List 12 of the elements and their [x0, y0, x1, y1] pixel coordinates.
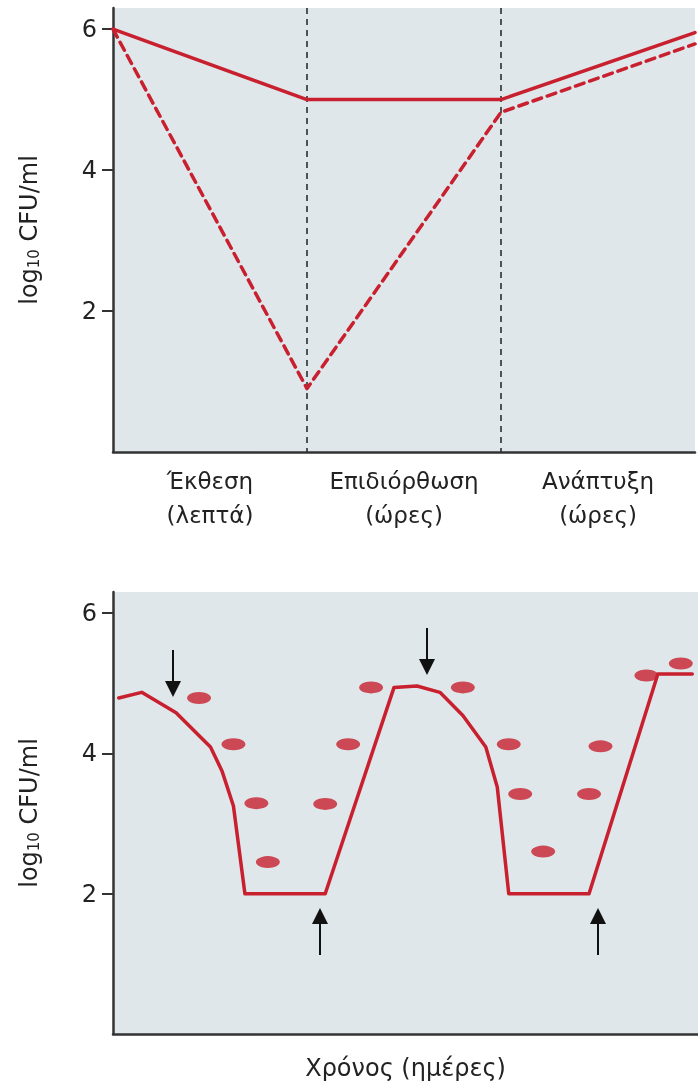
- x-tick-label: Έκθεση (λεπτά): [165, 468, 254, 528]
- x-axis-title: Χρόνος (ημέρες): [305, 1054, 506, 1082]
- y-axis-title: log10 CFU/ml: [15, 738, 43, 888]
- x-tick-label: Επιδιόρθωση (ώρες): [329, 468, 479, 528]
- y-tick-label: 2: [81, 879, 97, 908]
- x-tick-label: Ανάπτυξη (ώρες): [541, 468, 655, 528]
- y-tick-label: 4: [81, 156, 97, 185]
- y-tick-label: 6: [81, 599, 97, 628]
- y-tick-label: 6: [81, 15, 97, 44]
- y-tick-label: 2: [81, 297, 97, 326]
- y-axis-title: log10 CFU/ml: [15, 155, 43, 305]
- y-tick-label: 4: [81, 739, 97, 768]
